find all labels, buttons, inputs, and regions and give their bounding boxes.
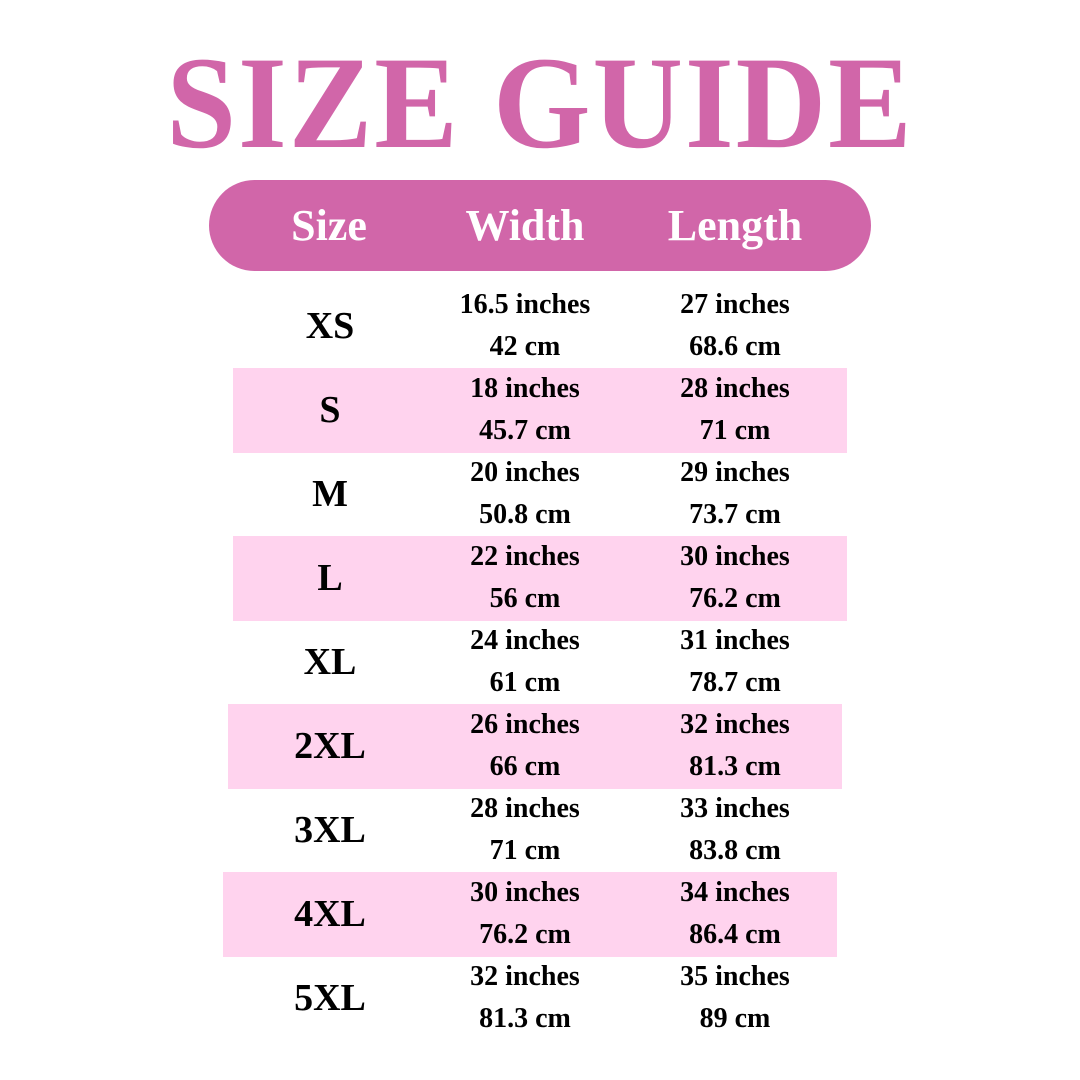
- table-row: S 18 inches 45.7 cm 28 inches 71 cm: [233, 368, 847, 453]
- width-inches: 18 inches: [470, 373, 580, 404]
- width-inches: 26 inches: [470, 709, 580, 740]
- length-cm: 81.3 cm: [689, 751, 781, 782]
- width-inches: 16.5 inches: [459, 289, 591, 320]
- length-inches: 29 inches: [680, 457, 790, 488]
- header-length: Length: [667, 201, 803, 250]
- table-row: L 22 inches 56 cm 30 inches 76.2 cm: [233, 536, 847, 621]
- page-title: SIZE GUIDE: [166, 29, 914, 176]
- table-row: XL 24 inches 61 cm 31 inches 78.7 cm: [0, 620, 1080, 705]
- length-cm: 83.8 cm: [689, 835, 781, 866]
- width-cm: 66 cm: [489, 751, 561, 782]
- table-row: XS 16.5 inches 42 cm 27 inches 68.6 cm: [0, 284, 1080, 369]
- size-label: XS: [305, 305, 355, 347]
- width-inches: 32 inches: [470, 961, 580, 992]
- length-inches: 28 inches: [680, 373, 790, 404]
- width-cm: 76.2 cm: [479, 919, 571, 950]
- length-cm: 68.6 cm: [689, 331, 781, 362]
- size-label: 3XL: [294, 809, 366, 851]
- table-row: 3XL 28 inches 71 cm 33 inches 83.8 cm: [0, 788, 1080, 873]
- length-cm: 89 cm: [699, 1003, 771, 1034]
- length-inches: 33 inches: [680, 793, 790, 824]
- header-width: Width: [465, 201, 585, 250]
- table-row: 4XL 30 inches 76.2 cm 34 inches 86.4 cm: [223, 872, 837, 957]
- length-inches: 34 inches: [680, 877, 790, 908]
- length-cm: 78.7 cm: [689, 667, 781, 698]
- table-row: M 20 inches 50.8 cm 29 inches 73.7 cm: [0, 452, 1080, 537]
- width-cm: 45.7 cm: [479, 415, 571, 446]
- width-cm: 42 cm: [489, 331, 561, 362]
- size-label: 2XL: [294, 725, 366, 767]
- width-inches: 22 inches: [470, 541, 580, 572]
- width-cm: 81.3 cm: [479, 1003, 571, 1034]
- length-inches: 32 inches: [680, 709, 790, 740]
- length-cm: 86.4 cm: [689, 919, 781, 950]
- size-label: L: [317, 557, 343, 599]
- width-cm: 61 cm: [489, 667, 561, 698]
- length-cm: 76.2 cm: [689, 583, 781, 614]
- table-row: 2XL 26 inches 66 cm 32 inches 81.3 cm: [228, 704, 842, 789]
- width-cm: 50.8 cm: [479, 499, 571, 530]
- table-row: 5XL 32 inches 81.3 cm 35 inches 89 cm: [0, 956, 1080, 1041]
- width-inches: 30 inches: [470, 877, 580, 908]
- length-cm: 73.7 cm: [689, 499, 781, 530]
- size-label: M: [312, 473, 348, 515]
- size-label: 4XL: [294, 893, 366, 935]
- length-inches: 30 inches: [680, 541, 790, 572]
- width-cm: 56 cm: [489, 583, 561, 614]
- length-inches: 27 inches: [680, 289, 790, 320]
- width-cm: 71 cm: [489, 835, 561, 866]
- length-inches: 31 inches: [680, 625, 790, 656]
- width-inches: 28 inches: [470, 793, 580, 824]
- table-header: Size Width Length: [209, 180, 871, 271]
- size-label: XL: [303, 641, 357, 683]
- size-label: 5XL: [294, 977, 366, 1019]
- header-size: Size: [291, 201, 367, 250]
- length-cm: 71 cm: [699, 415, 771, 446]
- length-inches: 35 inches: [680, 961, 790, 992]
- size-label: S: [319, 389, 341, 431]
- width-inches: 20 inches: [470, 457, 580, 488]
- width-inches: 24 inches: [470, 625, 580, 656]
